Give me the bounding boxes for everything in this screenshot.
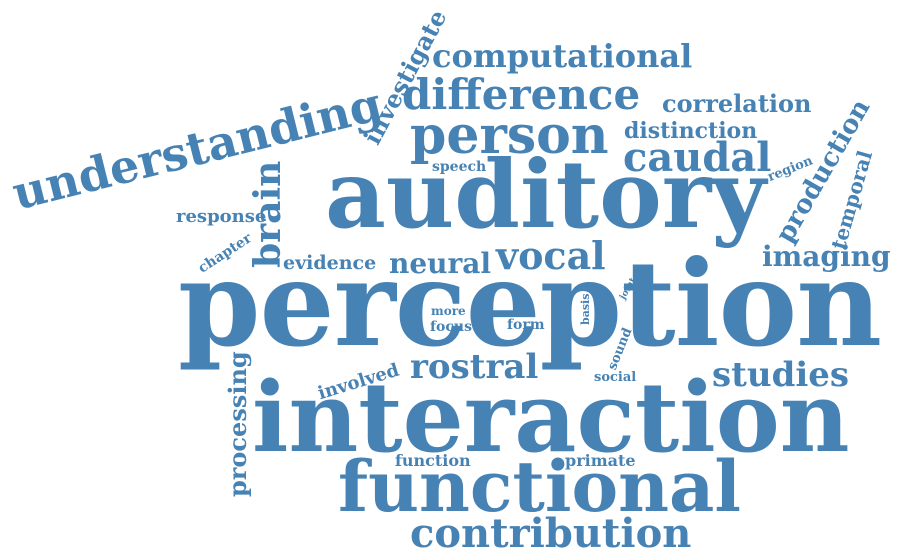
word-difference: difference bbox=[402, 70, 641, 119]
word-functional: functional bbox=[338, 445, 741, 528]
word-vocal: vocal bbox=[496, 233, 606, 278]
word-neural: neural bbox=[389, 247, 492, 280]
word-more: more bbox=[431, 304, 466, 318]
word-basis: basis bbox=[579, 293, 592, 325]
word-computational: computational bbox=[432, 37, 693, 75]
word-imaging: imaging bbox=[762, 240, 891, 273]
word-person: person bbox=[410, 105, 609, 166]
word-interaction: interaction bbox=[252, 361, 850, 474]
word-social: social bbox=[594, 370, 637, 385]
word-evidence: evidence bbox=[283, 252, 377, 274]
word-perception: perception bbox=[178, 234, 882, 373]
word-speech: speech bbox=[432, 159, 487, 175]
word-distinction: distinction bbox=[624, 118, 758, 144]
word-form: form bbox=[507, 317, 545, 333]
word-primate: primate bbox=[565, 451, 636, 470]
word-correlation: correlation bbox=[662, 89, 812, 118]
word-processing: processing bbox=[223, 351, 252, 497]
word-rostral: rostral bbox=[410, 347, 539, 387]
word-contribution: contribution bbox=[410, 510, 692, 557]
word-caudal: caudal bbox=[623, 134, 772, 181]
word-focus: focus bbox=[430, 319, 472, 335]
word-studies: studies bbox=[712, 355, 850, 395]
word-auditory: auditory bbox=[325, 140, 766, 250]
word-function: function bbox=[395, 451, 471, 470]
word-response: response bbox=[176, 206, 267, 227]
